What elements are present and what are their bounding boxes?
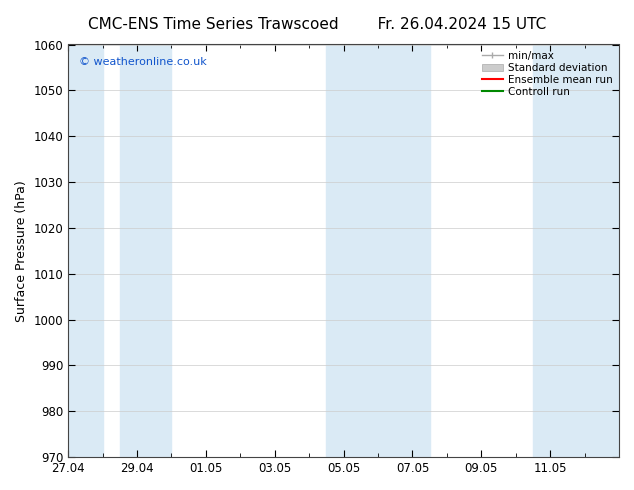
Text: © weatheronline.co.uk: © weatheronline.co.uk (79, 57, 207, 67)
Legend: min/max, Standard deviation, Ensemble mean run, Controll run: min/max, Standard deviation, Ensemble me… (479, 48, 616, 100)
Text: CMC-ENS Time Series Trawscoed        Fr. 26.04.2024 15 UTC: CMC-ENS Time Series Trawscoed Fr. 26.04.… (88, 17, 546, 32)
Bar (327, 45, 430, 457)
Bar (120, 45, 171, 457)
Y-axis label: Surface Pressure (hPa): Surface Pressure (hPa) (15, 180, 28, 322)
Bar (51, 45, 103, 457)
Bar (533, 45, 634, 457)
